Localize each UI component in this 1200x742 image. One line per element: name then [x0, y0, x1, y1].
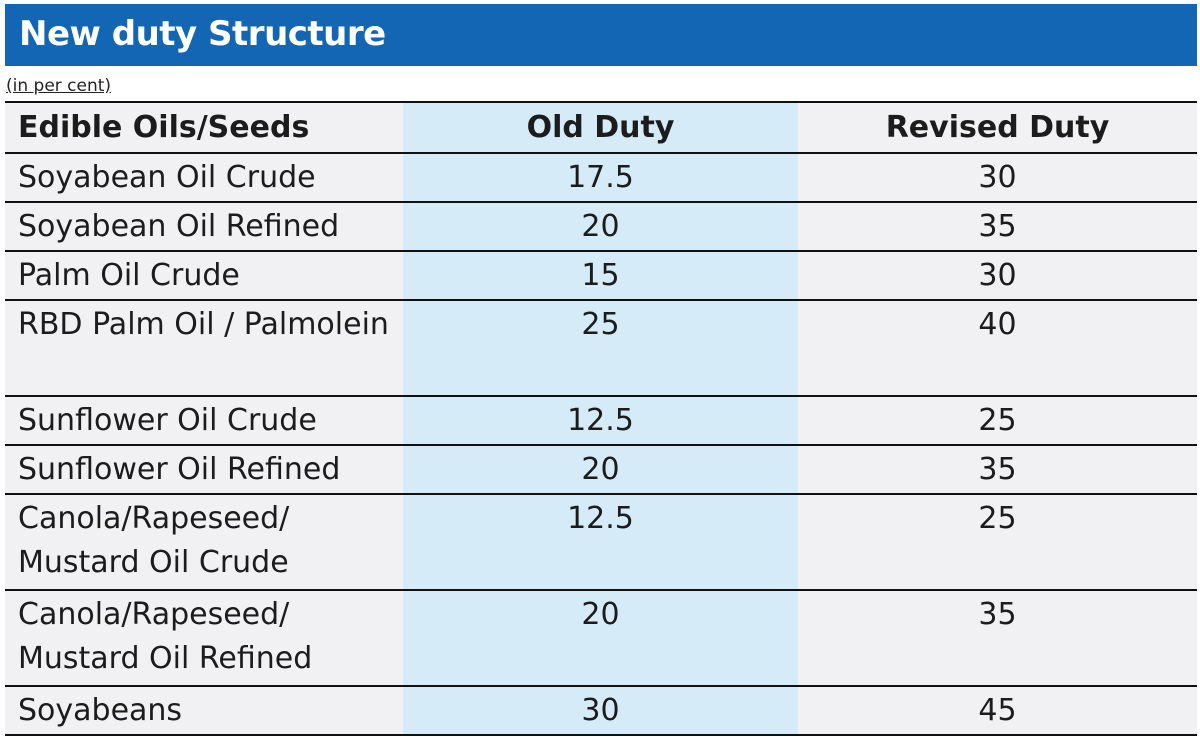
item-name-cell: Soyabeans — [5, 686, 403, 735]
table-title: New duty Structure — [19, 14, 386, 54]
revised-duty-cell: 35 — [798, 445, 1197, 494]
table-row: Canola/Rapeseed/ Mustard Oil Crude 12.5 25 — [5, 494, 1197, 590]
old-duty-cell: 20 — [403, 590, 798, 686]
old-duty-cell: 12.5 — [403, 494, 798, 590]
table-row: RBD Palm Oil / Palmolein 25 40 — [5, 300, 1197, 396]
item-name-cell: Soyabean Oil Refined — [5, 202, 403, 251]
table-row: Palm Oil Crude 15 30 — [5, 251, 1197, 300]
unit-note: (in per cent) — [6, 76, 112, 96]
header-row: Edible Oils/Seeds Old Duty Revised Duty — [5, 102, 1197, 153]
item-name-cell: Sunflower Oil Crude — [5, 396, 403, 445]
item-name-cell: Canola/Rapeseed/ Mustard Oil Crude — [5, 494, 403, 590]
revised-duty-cell: 30 — [798, 251, 1197, 300]
old-duty-cell: 20 — [403, 445, 798, 494]
item-name-cell: Sunflower Oil Refined — [5, 445, 403, 494]
table-row: Soyabean Oil Refined 20 35 — [5, 202, 1197, 251]
table-row: Sunflower Oil Crude 12.5 25 — [5, 396, 1197, 445]
item-name-cell: Canola/Rapeseed/ Mustard Oil Refined — [5, 590, 403, 686]
duty-table: Edible Oils/Seeds Old Duty Revised Duty … — [5, 101, 1197, 736]
old-duty-cell: 20 — [403, 202, 798, 251]
item-name-cell: RBD Palm Oil / Palmolein — [5, 300, 403, 396]
table-body: Soyabean Oil Crude 17.5 30 Soyabean Oil Ref… — [5, 153, 1197, 735]
column-header-old-duty: Old Duty — [403, 102, 798, 153]
column-header-revised-duty: Revised Duty — [798, 102, 1197, 153]
old-duty-cell: 12.5 — [403, 396, 798, 445]
old-duty-cell: 25 — [403, 300, 798, 396]
title-banner: New duty Structure — [5, 4, 1197, 66]
table-row: Soyabean Oil Crude 17.5 30 — [5, 153, 1197, 202]
old-duty-cell: 17.5 — [403, 153, 798, 202]
old-duty-cell: 30 — [403, 686, 798, 735]
old-duty-cell: 15 — [403, 251, 798, 300]
table-row: Canola/Rapeseed/ Mustard Oil Refined 20 35 — [5, 590, 1197, 686]
revised-duty-cell: 40 — [798, 300, 1197, 396]
table-row: Soyabeans 30 45 — [5, 686, 1197, 735]
table-row: Sunflower Oil Refined 20 35 — [5, 445, 1197, 494]
revised-duty-cell: 45 — [798, 686, 1197, 735]
column-header-item: Edible Oils/Seeds — [5, 102, 403, 153]
item-name-cell: Soyabean Oil Crude — [5, 153, 403, 202]
revised-duty-cell: 25 — [798, 396, 1197, 445]
item-name-cell: Palm Oil Crude — [5, 251, 403, 300]
revised-duty-cell: 35 — [798, 202, 1197, 251]
revised-duty-cell: 30 — [798, 153, 1197, 202]
revised-duty-cell: 35 — [798, 590, 1197, 686]
revised-duty-cell: 25 — [798, 494, 1197, 590]
